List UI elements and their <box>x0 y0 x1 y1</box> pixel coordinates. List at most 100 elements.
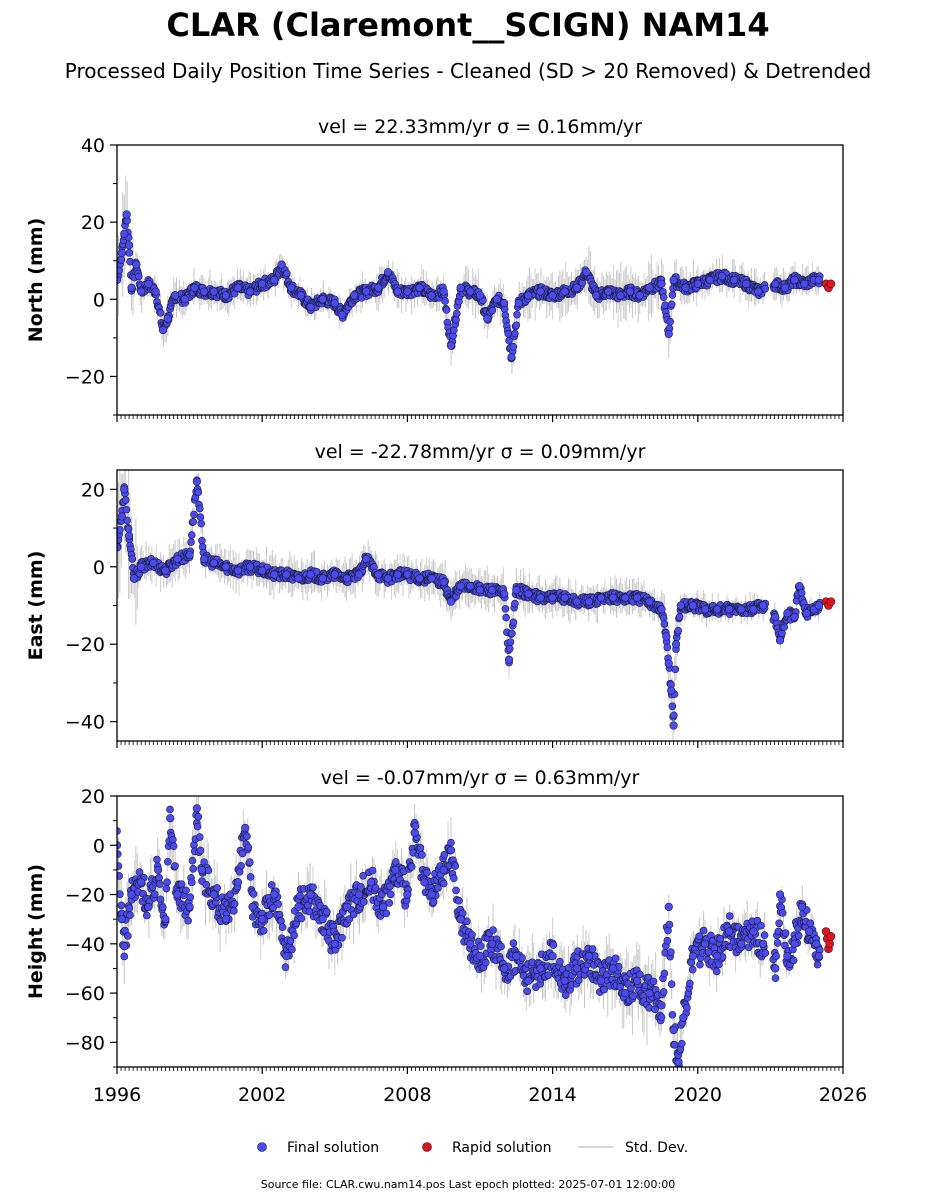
final-point <box>357 883 365 891</box>
final-point <box>671 665 680 674</box>
final-point <box>265 911 274 919</box>
final-point <box>749 605 758 614</box>
final-point <box>688 601 698 610</box>
final-point <box>663 936 672 945</box>
final-point <box>700 605 710 614</box>
panel-1: vel = 22.33mm/yr σ = 0.16mm/yr North (mm)… <box>25 116 844 422</box>
final-point <box>117 890 124 898</box>
final-point <box>246 858 254 867</box>
final-point <box>197 519 206 528</box>
final-point <box>420 878 429 887</box>
final-point <box>814 275 823 285</box>
final-point <box>281 963 290 971</box>
final-point <box>230 907 238 915</box>
final-point <box>202 880 211 889</box>
final-point <box>439 578 448 587</box>
final-point <box>410 828 419 838</box>
final-point <box>278 923 287 932</box>
final-point <box>512 952 521 961</box>
final-point <box>193 822 202 831</box>
final-point <box>125 249 134 257</box>
final-point <box>427 890 436 899</box>
final-point <box>771 964 780 973</box>
final-point <box>117 862 123 870</box>
final-point <box>683 1003 691 1012</box>
plot-area <box>117 175 836 374</box>
final-point <box>657 1001 666 1010</box>
final-point <box>282 570 291 579</box>
final-point <box>169 835 177 844</box>
final-point <box>403 287 412 296</box>
final-point <box>663 643 672 652</box>
final-point <box>403 570 412 579</box>
final-point <box>780 283 790 292</box>
final-point <box>246 287 255 296</box>
final-point <box>699 926 708 935</box>
final-point <box>439 879 448 888</box>
y-tick-label: −20 <box>65 366 105 388</box>
final-point <box>158 903 167 912</box>
final-point <box>155 874 163 882</box>
final-point <box>781 941 789 950</box>
panel-3: vel = -0.07mm/yr σ = 0.63mm/yr Height (mm… <box>25 767 867 1106</box>
final-point <box>258 279 267 288</box>
final-point <box>592 291 601 300</box>
final-point <box>415 574 424 583</box>
final-point <box>362 554 371 564</box>
final-point <box>124 525 133 533</box>
final-point <box>611 954 620 963</box>
final-point <box>117 543 122 552</box>
final-point <box>166 805 174 814</box>
final-point <box>608 964 618 973</box>
final-point <box>117 255 126 264</box>
final-point <box>514 299 523 308</box>
panel-2: vel = -22.78mm/yr σ = 0.09mm/yr East (mm)… <box>25 441 844 748</box>
final-point <box>572 597 581 606</box>
final-point <box>475 291 485 300</box>
final-point <box>337 310 347 319</box>
final-point <box>120 952 129 961</box>
final-point <box>192 477 201 486</box>
final-point <box>135 868 144 876</box>
final-point <box>629 992 637 1000</box>
final-point <box>233 566 243 575</box>
final-point <box>342 574 352 583</box>
final-point <box>221 915 230 924</box>
final-point <box>418 851 426 859</box>
final-point <box>117 901 126 910</box>
final-point <box>117 915 126 924</box>
final-point <box>675 613 684 621</box>
final-point <box>221 291 230 300</box>
final-point <box>665 920 674 929</box>
final-point <box>645 283 654 292</box>
final-point <box>267 881 276 889</box>
final-point <box>166 814 175 823</box>
y-tick-label: 20 <box>81 786 105 808</box>
final-point <box>660 620 669 628</box>
final-point <box>466 939 475 948</box>
final-point <box>243 832 251 841</box>
final-point <box>237 861 245 870</box>
final-point <box>492 295 502 304</box>
final-point <box>180 295 189 304</box>
final-point <box>342 902 352 911</box>
final-point <box>323 907 331 916</box>
final-point <box>213 884 221 892</box>
final-point <box>657 605 666 614</box>
final-point <box>117 850 122 858</box>
final-point <box>197 865 206 875</box>
final-point <box>476 942 485 950</box>
final-point <box>771 279 780 288</box>
final-point <box>772 952 781 960</box>
panels-group: vel = 22.33mm/yr σ = 0.16mm/yr North (mm)… <box>25 116 867 1106</box>
final-point <box>393 287 402 296</box>
final-point <box>134 272 143 281</box>
final-point <box>259 926 268 935</box>
final-point <box>170 291 180 300</box>
final-point <box>700 939 710 948</box>
final-point <box>177 880 186 888</box>
final-point <box>187 878 196 887</box>
final-point <box>309 883 317 892</box>
final-point <box>173 554 182 564</box>
final-point <box>450 874 458 882</box>
